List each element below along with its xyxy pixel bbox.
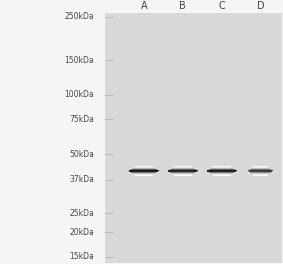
Bar: [105, 13, 282, 263]
Text: 75kDa: 75kDa: [69, 115, 94, 124]
Text: 37kDa: 37kDa: [69, 175, 94, 184]
Bar: [244, 13, 277, 263]
Bar: [205, 13, 238, 263]
Text: 250kDa: 250kDa: [64, 12, 94, 21]
Text: 20kDa: 20kDa: [69, 228, 94, 237]
Text: 150kDa: 150kDa: [64, 56, 94, 65]
Text: C: C: [218, 1, 225, 11]
Text: B: B: [179, 1, 186, 11]
Text: D: D: [257, 1, 264, 11]
Text: 15kDa: 15kDa: [69, 252, 94, 261]
Bar: [127, 13, 161, 263]
Text: A: A: [141, 1, 147, 11]
Text: 25kDa: 25kDa: [69, 209, 94, 218]
Text: 50kDa: 50kDa: [69, 149, 94, 159]
Text: 100kDa: 100kDa: [64, 90, 94, 100]
Bar: [166, 13, 200, 263]
